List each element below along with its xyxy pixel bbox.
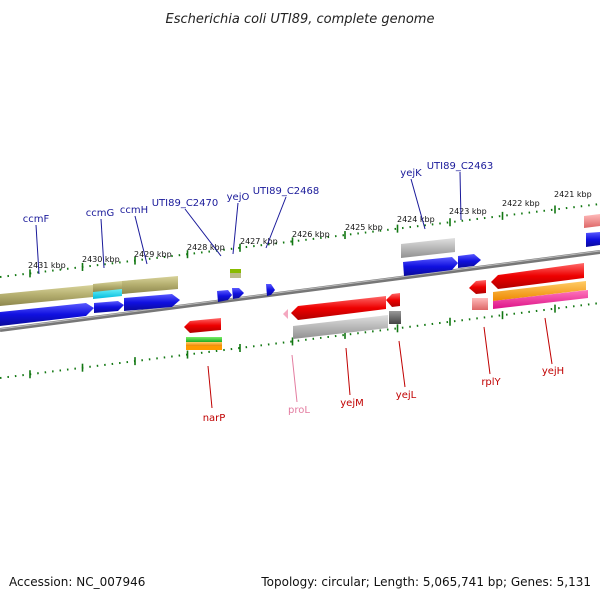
callout-ccmH — [134, 215, 148, 265]
accession-text: Accession: NC_007946 — [9, 575, 145, 589]
callout-yejL — [398, 340, 406, 388]
callout-proL — [291, 354, 298, 403]
kbp-label: 2428 kbp — [187, 243, 225, 252]
gene-label-yejH: yejH — [542, 366, 564, 377]
feature-olive-ccmF — [0, 285, 93, 306]
kbp-label: 2421 kbp — [554, 190, 592, 199]
feature-gray-yejK — [401, 238, 455, 258]
feature-green-narP — [186, 337, 222, 342]
feature-olive-ccmG — [93, 281, 122, 292]
callout-yejH — [544, 317, 553, 365]
cds-rplY — [469, 280, 486, 294]
kbp-label: 2429 kbp — [134, 250, 172, 259]
gene-label-yejL: yejL — [396, 390, 417, 401]
cds-ccmF — [0, 303, 94, 326]
feature-olive-ccmH — [122, 276, 178, 294]
feature-gray-yejM — [293, 315, 388, 339]
cds-yejK — [403, 257, 458, 276]
kbp-label: 2430 kbp — [82, 255, 120, 264]
outer-tick-ruler — [0, 203, 600, 278]
feature-proL — [283, 309, 288, 319]
cds-edge-right — [586, 232, 600, 247]
callout-rplY — [483, 326, 491, 375]
feature-orange-narP — [186, 342, 222, 346]
gene-label-ccmH: ccmH — [120, 205, 148, 216]
cds-yejO — [232, 288, 244, 299]
cds-UTI89_C2470 — [217, 290, 232, 302]
gene-label-UTI89_C2463: UTI89_C2463 — [427, 161, 494, 172]
gene-label-proL: proL — [288, 405, 310, 416]
forward-features — [0, 214, 600, 326]
kbp-label: 2423 kbp — [449, 207, 487, 216]
gene-label-rplY: rplY — [481, 377, 501, 388]
genome-summary-text: Topology: circular; Length: 5,065,741 bp… — [260, 575, 591, 589]
callout-yejK — [410, 178, 426, 230]
cds-ccmG — [94, 301, 124, 313]
cds-yejM — [291, 296, 386, 320]
kbp-label: 2422 kbp — [502, 199, 540, 208]
gene-label-ccmG: ccmG — [86, 208, 115, 219]
cds-UTI89_C2468 — [266, 284, 275, 296]
map-title: Escherichia coli UTI89, complete genome — [166, 12, 435, 27]
gene-label-yejO: yejO — [227, 192, 250, 203]
callout-UTI89_C2470 — [184, 208, 222, 257]
gene-label-narP: narP — [203, 413, 226, 424]
kbp-scale: 2431 kbp 2430 kbp 2429 kbp 2428 kbp 2427… — [28, 190, 592, 270]
cds-yejH — [491, 263, 584, 289]
feature-salmon-rplY — [472, 298, 488, 310]
reverse-features — [184, 263, 588, 350]
cds-UTI89_C2463 — [458, 254, 481, 268]
feature-salmon-edge — [584, 214, 600, 228]
feature-green-yejO — [230, 269, 241, 273]
major-ticks — [29, 205, 556, 379]
callout-yejO — [232, 202, 239, 255]
callout-yejM — [345, 347, 351, 396]
cds-narP — [184, 318, 221, 333]
kbp-label: 2431 kbp — [28, 261, 66, 270]
callout-ccmF — [35, 224, 40, 275]
gene-labels-bottom: narP proL yejM yejL rplY yejH — [203, 366, 564, 424]
inner-tick-ruler — [0, 302, 600, 379]
gene-label-yejM: yejM — [340, 398, 363, 409]
kbp-label: 2426 kbp — [292, 230, 330, 239]
gene-label-ccmF: ccmF — [23, 214, 50, 225]
feature-olive-yejO — [230, 273, 241, 278]
gene-label-UTI89_C2470: UTI89_C2470 — [152, 198, 219, 209]
callout-ccmG — [100, 218, 105, 269]
gene-label-UTI89_C2468: UTI89_C2468 — [253, 186, 320, 197]
kbp-label: 2427 kbp — [240, 237, 278, 246]
callout-UTI89_C2468 — [265, 196, 287, 249]
feature-dark-yejL — [389, 311, 401, 324]
gene-label-yejK: yejK — [400, 168, 422, 179]
feature-orange2-narP — [186, 346, 222, 350]
kbp-label: 2425 kbp — [345, 223, 383, 232]
gene-labels-top: ccmF ccmG ccmH UTI89_C2470 yejO UTI89_C2… — [23, 161, 494, 225]
feature-orange-yejH — [493, 281, 586, 301]
cds-yejL — [386, 293, 400, 307]
genome-backbone — [0, 250, 600, 332]
callout-UTI89_C2463 — [459, 171, 462, 221]
callout-lines — [35, 171, 553, 409]
cds-ccmH — [124, 294, 180, 311]
callout-narP — [207, 365, 213, 409]
feature-pink-yejH — [493, 290, 588, 309]
kbp-label: 2424 kbp — [397, 215, 435, 224]
